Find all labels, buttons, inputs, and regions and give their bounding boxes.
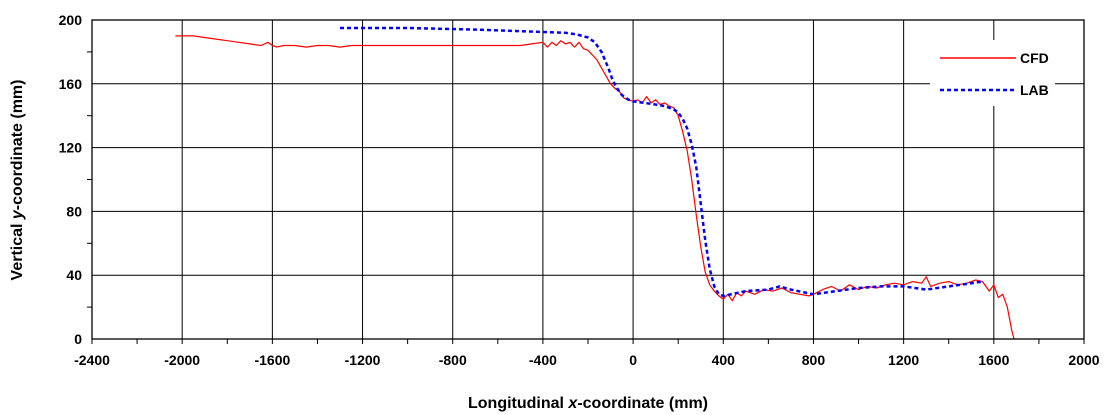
series-lab-line (340, 26, 983, 298)
y-tick-label: 0 (74, 331, 82, 347)
y-axis-title: Vertical y-coordinate (mm) (9, 80, 26, 281)
x-tick-label: -400 (529, 352, 557, 368)
x-tick-label: -2400 (74, 352, 110, 368)
minor-ticks (87, 51, 1085, 344)
series-layer (175, 26, 1015, 340)
x-tick-label: -2000 (164, 352, 200, 368)
plot-frame (91, 19, 1085, 340)
legend: CFD LAB (930, 40, 1055, 106)
x-tick-label: -800 (439, 352, 467, 368)
series-cfd-line (175, 35, 1015, 340)
x-tick-label: 2000 (1068, 352, 1099, 368)
x-tick-label: -1200 (345, 352, 381, 368)
x-tick-label: 0 (629, 352, 637, 368)
plot-background (92, 20, 1084, 339)
x-tick-labels: -2400 -2000 -1600 -1200 -800 -400 0 400 800 1200 1… (74, 352, 1100, 368)
y-tick-labels: 0 40 80 120 160 200 (59, 12, 83, 347)
y-tick-label: 200 (59, 12, 83, 28)
y-tick-label: 160 (59, 76, 83, 92)
y-tick-label: 120 (59, 140, 83, 156)
y-tick-label: 40 (66, 267, 82, 283)
x-tick-label: 1600 (978, 352, 1009, 368)
legend-label-lab: LAB (1020, 82, 1049, 98)
x-tick-label: 400 (712, 352, 736, 368)
legend-label-cfd: CFD (1020, 50, 1049, 66)
legend-box (930, 40, 1055, 106)
x-axis-title: Longitudinal x-coordinate (mm) (468, 395, 708, 412)
x-tick-label: 800 (802, 352, 826, 368)
y-tick-label: 80 (66, 203, 82, 219)
x-tick-label: -1600 (254, 352, 290, 368)
x-tick-label: 1200 (888, 352, 919, 368)
